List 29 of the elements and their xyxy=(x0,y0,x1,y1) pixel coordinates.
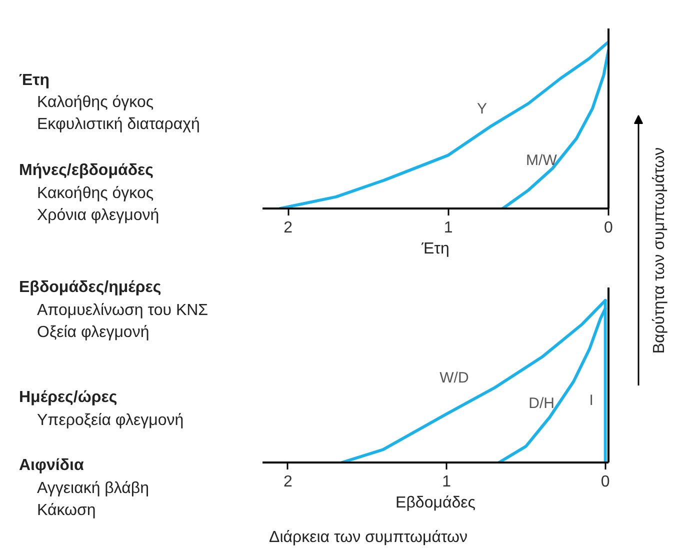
x-tick-label: 1 xyxy=(442,474,452,490)
text: Διάρκεια των συμπτωμάτων xyxy=(268,528,468,548)
text: Χρόνια φλεγμονή xyxy=(37,206,160,226)
text: Απομυελίνωση του ΚΝΣ xyxy=(37,301,208,321)
text: Καλοήθης όγκος xyxy=(37,93,154,113)
text: Έτη xyxy=(19,71,50,91)
series-label: I xyxy=(589,392,594,409)
x-axis-title: Εβδομάδες xyxy=(396,494,476,512)
text: Οξεία φλεγμονή xyxy=(37,323,150,343)
series-label: M/W xyxy=(526,152,558,169)
text: Αγγειακή βλάβη xyxy=(37,479,149,499)
x-tick-label: 2 xyxy=(283,474,292,490)
x-tick-label: 0 xyxy=(604,220,614,236)
x-tick-label: 0 xyxy=(600,474,610,490)
text: Ημέρες/ώρες xyxy=(19,388,118,408)
x-axis-title: Έτη xyxy=(420,240,450,258)
x-tick-label: 2 xyxy=(284,220,293,236)
series-label: Y xyxy=(476,100,487,118)
text: Υπεροξεία φλεγμονή xyxy=(37,411,184,431)
x-tick-label: 1 xyxy=(444,220,453,236)
y-axis-title: Βαρύτητα των συμπτωμάτων xyxy=(651,147,668,354)
text: Αιφνίδια xyxy=(19,456,84,476)
series-label: W/D xyxy=(440,369,469,386)
text: Κακοήθης όγκος xyxy=(37,184,154,204)
text: Μήνες/εβδομάδες xyxy=(19,161,154,181)
text: Εκφυλιστική διαταραχή xyxy=(37,115,200,135)
text: Εβδομάδες/ημέρες xyxy=(19,278,162,298)
series-label: D/H xyxy=(528,394,555,412)
text: Κάκωση xyxy=(37,501,96,521)
